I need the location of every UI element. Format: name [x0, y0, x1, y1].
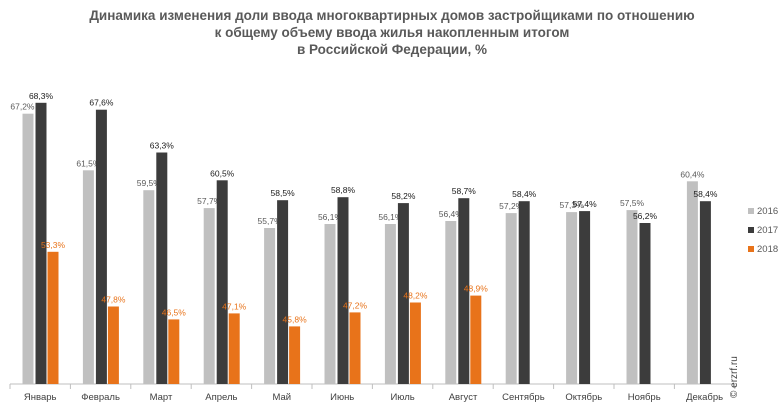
bar-2018: [470, 295, 482, 384]
x-tick-label: Февраль: [81, 392, 120, 403]
data-label-2016: 56,1%: [318, 212, 343, 222]
chart-title-line-1: Динамика изменения доли ввода многокварт…: [89, 8, 694, 23]
data-label-2018: 53,3%: [41, 240, 66, 250]
data-label-2017: 58,2%: [391, 191, 416, 201]
legend-swatch-2017: [748, 227, 754, 233]
bar-2018: [409, 302, 421, 384]
bar-2017: [579, 211, 591, 384]
bar-2018: [107, 306, 119, 384]
bar-2017: [156, 152, 168, 384]
data-label-2016: 57,2%: [499, 201, 524, 211]
x-tick-label: Август: [449, 392, 478, 403]
bar-2016: [566, 212, 578, 384]
bar-2016: [445, 221, 457, 384]
data-label-2017: 68,3%: [29, 91, 54, 101]
bar-2017: [35, 102, 47, 385]
bar-2018: [349, 312, 361, 384]
bar-2016: [505, 213, 517, 384]
data-label-2016: 61,5%: [76, 158, 101, 168]
bar-2016: [143, 190, 155, 384]
legend-swatch-2018: [748, 246, 754, 252]
bar-2017: [699, 201, 711, 384]
data-label-2016: 57,7%: [197, 196, 222, 206]
x-tick-label: Июль: [390, 392, 414, 403]
legend-label-2017: 2017: [757, 225, 778, 236]
bar-2017: [337, 197, 349, 384]
bar-2017: [397, 203, 409, 384]
x-tick-label: Сентябрь: [502, 392, 545, 403]
data-label-2016: 55,7%: [258, 216, 283, 226]
bar-2017: [518, 201, 530, 384]
data-label-2017: 60,5%: [210, 168, 235, 178]
bar-2016: [22, 113, 34, 384]
x-axis-ticks: Январь Февраль Март Апрель Май Июнь Июль Август…: [9, 384, 736, 403]
x-tick-label: Октябрь: [565, 392, 602, 403]
bar-2018: [47, 251, 59, 384]
x-tick-label: Март: [150, 392, 173, 403]
bar-2016: [626, 210, 638, 384]
bar-2018: [168, 319, 180, 384]
legend: 2016 2017 2018: [748, 206, 778, 255]
data-label-2018: 47,1%: [222, 301, 247, 311]
bar-2017: [216, 180, 228, 384]
data-label-2017: 67,6%: [89, 98, 114, 108]
bar-2018: [289, 326, 301, 384]
data-label-2017: 58,4%: [512, 189, 537, 199]
data-label-2017: 57,4%: [573, 199, 598, 209]
data-label-2016: 57,3%: [560, 200, 585, 210]
legend-label-2018: 2018: [757, 244, 778, 255]
bar-2017: [458, 198, 470, 384]
bars-layer: 67,2%68,3% 53,3% 61,5% 67,6% 47,8% 59,5% 63,3%…: [10, 91, 718, 385]
bar-2016: [82, 170, 94, 384]
data-label-2018: 48,2%: [403, 291, 428, 301]
bar-2016: [324, 224, 336, 384]
bar-2017: [639, 223, 651, 384]
data-label-2017: 56,2%: [633, 211, 658, 221]
x-tick-label: Декабрь: [686, 392, 723, 403]
data-label-2018: 45,8%: [283, 314, 308, 324]
data-label-2018: 47,8%: [101, 295, 126, 305]
data-label-2017: 58,4%: [693, 189, 718, 199]
x-tick-label: Май: [272, 392, 291, 403]
data-label-2017: 63,3%: [150, 141, 175, 151]
data-label-2018: 47,2%: [343, 300, 368, 310]
data-label-2016: 57,5%: [620, 198, 645, 208]
data-label-2018: 48,9%: [464, 284, 489, 294]
x-tick-label: Июнь: [330, 392, 354, 403]
bar-2016: [203, 208, 215, 384]
bar-2016: [384, 224, 396, 384]
data-label-2016: 60,4%: [680, 169, 705, 179]
data-label-2016: 56,4%: [439, 209, 464, 219]
data-label-2016: 56,1%: [378, 212, 403, 222]
data-label-2016: 59,5%: [137, 178, 162, 188]
chart-title: Динамика изменения доли ввода многокварт…: [89, 8, 694, 57]
bar-2016: [264, 228, 276, 384]
x-tick-label: Январь: [24, 392, 57, 403]
data-label-2016: 67,2%: [10, 102, 35, 112]
bar-2018: [228, 313, 240, 384]
data-label-2018: 46,5%: [162, 307, 187, 317]
data-label-2017: 58,7%: [452, 186, 477, 196]
x-tick-label: Апрель: [205, 392, 237, 403]
bar-2017: [95, 109, 107, 384]
bar-2016: [686, 181, 698, 384]
bar-2017: [277, 200, 289, 384]
legend-swatch-2016: [748, 208, 754, 214]
x-tick-label: Ноябрь: [628, 392, 661, 403]
data-label-2017: 58,8%: [331, 185, 356, 195]
watermark: © erzrf.ru: [729, 356, 740, 398]
data-label-2017: 58,5%: [271, 188, 296, 198]
chart-title-line-2: к общему объему ввода жилья накопленным …: [215, 25, 570, 40]
chart-title-line-3: в Российской Федерации, %: [297, 42, 487, 57]
legend-label-2016: 2016: [757, 206, 778, 217]
